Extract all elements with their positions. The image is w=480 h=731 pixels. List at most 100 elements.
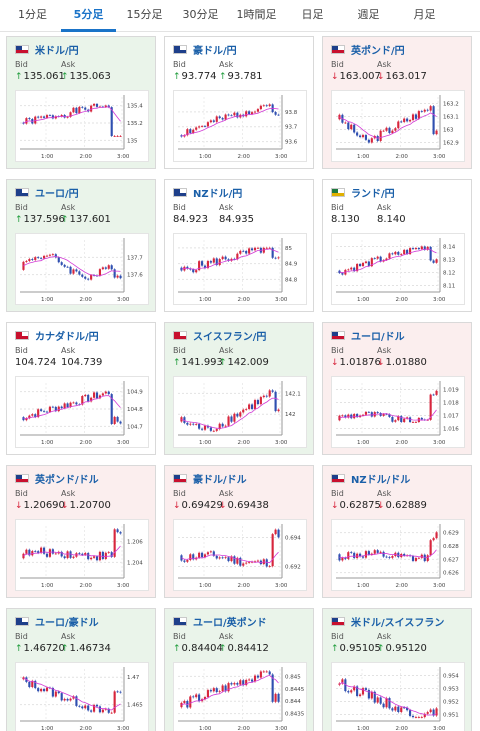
arrow-up-icon: ↑: [173, 72, 181, 82]
y-tick-label: 85: [285, 246, 292, 252]
candle: [92, 392, 96, 398]
candle: [364, 261, 368, 263]
pair-name-link[interactable]: 英ポンド/円: [351, 45, 405, 57]
candle: [435, 708, 438, 716]
candle: [403, 553, 406, 556]
bid-price: 1.20690: [23, 500, 65, 511]
tab-2[interactable]: 15分足: [126, 8, 163, 21]
rate-card[interactable]: カナダドル/円 Bid Ask 104.724 104.739 104.9 104.8 104…: [6, 322, 156, 455]
candle: [22, 122, 25, 124]
x-tick-label: 1:00: [41, 297, 54, 303]
rate-card[interactable]: ユーロ/英ポンド Bid Ask ↑0.84404 ↑0.84412 0.845 0.844…: [164, 608, 314, 731]
pair-name-link[interactable]: ユーロ/豪ドル: [35, 617, 99, 629]
flag-icon: [173, 187, 187, 197]
candle: [385, 413, 388, 415]
pair-name-link[interactable]: 豪ドル/ドル: [193, 474, 247, 486]
candlestick-chart[interactable]: 104.9 104.8 104.7 1:00 2:00 3:00: [15, 376, 149, 448]
rate-card[interactable]: ランド/円 Bid Ask 8.130 8.140 8.14 8.13 8.12 8.11 1:0…: [322, 179, 472, 312]
tab-6[interactable]: 週足: [357, 8, 380, 21]
pair-name-link[interactable]: NZドル/円: [193, 188, 243, 200]
pair-name-link[interactable]: ユーロ/英ポンド: [193, 617, 267, 629]
candle: [113, 269, 116, 278]
rate-card[interactable]: スイスフラン/円 Bid Ask ↑141.993 ↑142.009 142.1 142 1:…: [164, 322, 314, 455]
tab-3[interactable]: 30分足: [182, 8, 219, 21]
candlestick-chart[interactable]: 0.694 0.692 1:00 2:00 3:00: [173, 519, 307, 591]
tab-5[interactable]: 日足: [301, 8, 324, 21]
candle: [218, 423, 221, 430]
candle: [209, 690, 212, 692]
candle: [227, 114, 230, 116]
candlestick-chart[interactable]: 0.954 0.953 0.952 0.951 1:00 2:00 3:00: [331, 662, 465, 731]
pair-name-link[interactable]: 米ドル/円: [35, 45, 79, 57]
candlestick-chart[interactable]: 0.845 0.8445 0.844 0.8435 1:00 2:00 3:00: [173, 662, 307, 731]
bid-price: 0.62875: [339, 500, 381, 511]
pair-name-link[interactable]: ユーロ/ドル: [351, 331, 405, 343]
rate-card[interactable]: ユーロ/円 Bid Ask ↑137.596 ↑137.601 137.7 137.6 1:0…: [6, 179, 156, 312]
pair-name-link[interactable]: ランド/円: [351, 188, 395, 200]
rate-card[interactable]: 豪ドル/円 Bid Ask ↑93.774 ↑93.781 93.8 93.7 93.6 1:0…: [164, 36, 314, 169]
candle: [338, 114, 341, 120]
rate-card[interactable]: ユーロ/豪ドル Bid Ask ↑1.46720 ↑1.46734 1.47 1.465 1:…: [6, 608, 156, 731]
rate-card[interactable]: NZドル/ドル Bid Ask ↓0.62875 ↓0.62889 0.629 0.628 0…: [322, 465, 472, 598]
pair-name-link[interactable]: NZドル/ドル: [351, 474, 411, 486]
candle: [417, 717, 420, 718]
y-tick-label: 0.8435: [285, 712, 305, 718]
candlestick-chart[interactable]: 137.7 137.6 1:00 2:00 3:00: [15, 233, 149, 305]
candlestick-chart[interactable]: 93.8 93.7 93.6 1:00 2:00 3:00: [173, 90, 307, 162]
candle: [411, 114, 415, 121]
x-tick-label: 3:00: [117, 583, 130, 589]
rate-card[interactable]: 英ポンド/円 Bid Ask ↓163.007 ↓163.017 163.2 163.1 16…: [322, 36, 472, 169]
rate-card[interactable]: 英ポンド/ドル Bid Ask ↓1.20690 ↓1.20700 1.206 1.204 1…: [6, 465, 156, 598]
candle: [353, 414, 356, 419]
rate-card[interactable]: ユーロ/ドル Bid Ask ↓1.01876 ↓1.01880 1.019 1.018 1.…: [322, 322, 472, 455]
rate-card[interactable]: 米ドル/円 Bid Ask ↑135.061 ↑135.063 135.4 135.2 135…: [6, 36, 156, 169]
bid-value: ↑93.774: [173, 71, 217, 82]
candlestick-chart[interactable]: 163.2 163.1 163 162.9 1:00 2:00 3:00: [331, 90, 465, 162]
bid-price: 84.923: [173, 214, 208, 225]
x-tick-label: 2:00: [395, 440, 408, 446]
candle: [28, 681, 31, 688]
candle: [382, 413, 385, 416]
candle: [42, 255, 46, 259]
tab-4[interactable]: 1時間足: [236, 8, 277, 21]
ask-price: 0.95120: [385, 643, 427, 654]
candle: [183, 417, 186, 423]
rate-card[interactable]: 米ドル/スイスフラン Bid Ask ↑0.95105 ↑0.95120 0.954 0.9…: [322, 608, 472, 731]
candle: [81, 106, 84, 108]
candle: [236, 557, 239, 564]
candle: [42, 688, 46, 692]
candle: [435, 130, 438, 135]
tab-7[interactable]: 月足: [413, 8, 436, 21]
pair-name-link[interactable]: スイスフラン/円: [193, 331, 267, 343]
candle: [31, 414, 34, 416]
candlestick-chart[interactable]: 1.47 1.465 1:00 2:00 3:00: [15, 662, 149, 731]
candle: [397, 251, 400, 255]
candlestick-chart[interactable]: 85 84.9 84.8 1:00 2:00 3:00: [173, 233, 307, 305]
candlestick-chart[interactable]: 0.629 0.628 0.627 0.626 1:00 2:00 3:00: [331, 519, 465, 591]
tab-1[interactable]: 5分足: [61, 0, 116, 32]
candle: [189, 129, 192, 134]
x-tick-label: 3:00: [275, 583, 288, 589]
candlestick-chart[interactable]: 142.1 142 1:00 2:00 3:00: [173, 376, 307, 448]
candlestick-chart[interactable]: 1.206 1.204 1:00 2:00 3:00: [15, 519, 149, 591]
bid-price: 135.061: [23, 71, 65, 82]
pair-name-link[interactable]: 米ドル/スイスフラン: [351, 617, 445, 629]
pair-name-link[interactable]: 豪ドル/円: [193, 45, 237, 57]
tab-0[interactable]: 1分足: [18, 8, 47, 21]
candlestick-chart[interactable]: 1.019 1.018 1.017 1.016 1:00 2:00 3:00: [331, 376, 465, 448]
pair-name-link[interactable]: 英ポンド/ドル: [35, 474, 99, 486]
candle: [367, 261, 370, 267]
pair-name-link[interactable]: ユーロ/円: [35, 188, 79, 200]
candle: [414, 717, 418, 718]
x-tick-label: 2:00: [79, 726, 92, 731]
candle: [248, 679, 251, 681]
rate-card[interactable]: 豪ドル/ドル Bid Ask ↓0.69429 ↓0.69438 0.694 0.692 1:…: [164, 465, 314, 598]
pair-name-link[interactable]: カナダドル/円: [35, 331, 99, 343]
rate-card[interactable]: NZドル/円 Bid Ask 84.923 84.935 85 84.9 84.8 1:00 2:…: [164, 179, 314, 312]
candle: [25, 418, 28, 421]
candlestick-chart[interactable]: 8.14 8.13 8.12 8.11 1:00 2:00 3:00: [331, 233, 465, 305]
candlestick-chart[interactable]: 135.4 135.2 135 1:00 2:00 3:00: [15, 90, 149, 162]
candle: [376, 697, 379, 703]
candle: [215, 688, 218, 693]
ask-label: Ask: [377, 203, 392, 212]
